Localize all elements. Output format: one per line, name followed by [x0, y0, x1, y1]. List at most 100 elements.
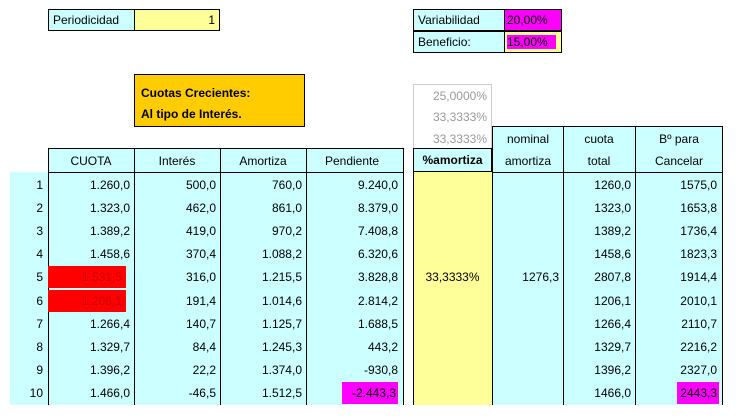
- header-pct-amortiza: %amortiza: [413, 148, 492, 172]
- cell-bp-cancelar[interactable]: 2216,2: [680, 339, 717, 354]
- cell-nominal[interactable]: [492, 313, 563, 335]
- cell-bp-cancelar[interactable]: 1914,4: [680, 270, 717, 285]
- cell-cuota[interactable]: 1.458,6: [89, 247, 130, 262]
- cell-nominal[interactable]: [492, 359, 563, 381]
- cell-cuota[interactable]: 1.323,0: [89, 201, 130, 216]
- cell-bp-cancelar[interactable]: 2327,0: [680, 362, 717, 377]
- cell-interes[interactable]: 500,0: [185, 178, 216, 192]
- cell-pendiente[interactable]: 443,2: [367, 339, 398, 354]
- header-nominal: nominal amortiza: [492, 128, 564, 172]
- cell-interes[interactable]: 370,4: [185, 247, 216, 262]
- cell-interes[interactable]: 462,0: [185, 201, 216, 216]
- cell-pct-amortiza[interactable]: [413, 336, 492, 358]
- cell-pct-amortiza[interactable]: [413, 382, 492, 404]
- cell-amortiza[interactable]: 970,2: [271, 224, 302, 239]
- cell-amortiza[interactable]: 1.014,6: [261, 293, 302, 308]
- row-number[interactable]: 8: [36, 339, 43, 354]
- cell-pendiente[interactable]: 8.379,0: [357, 201, 398, 216]
- cell-bp-cancelar[interactable]: 1653,8: [680, 201, 717, 216]
- cell-amortiza[interactable]: 1.245,3: [261, 339, 302, 354]
- row-number[interactable]: 6: [36, 293, 43, 308]
- cell-amortiza[interactable]: 1.512,5: [261, 385, 302, 400]
- cell-cuota[interactable]: 1.266,4: [89, 316, 130, 331]
- cell-bp-cancelar[interactable]: 2443,3: [677, 381, 719, 404]
- cell-bp-cancelar[interactable]: 2110,7: [681, 316, 717, 331]
- cell-cuota-total[interactable]: 1260,0: [594, 178, 631, 192]
- cell-bp-cancelar[interactable]: 1736,4: [680, 224, 717, 239]
- cell-pct-amortiza[interactable]: [413, 313, 492, 335]
- cell-pct-amortiza[interactable]: [413, 174, 492, 196]
- cell-pendiente[interactable]: 3.828,8: [357, 270, 398, 285]
- cell-cuota[interactable]: 1.466,0: [89, 385, 130, 400]
- cell-cuota[interactable]: 1.389,2: [89, 224, 130, 239]
- cell-nominal[interactable]: 1276,3: [522, 270, 559, 285]
- cell-pendiente[interactable]: -930,8: [363, 362, 398, 377]
- cell-pendiente[interactable]: -2.443,3: [342, 381, 398, 404]
- cell-bp-cancelar[interactable]: 2010,1: [680, 293, 717, 308]
- cell-nominal[interactable]: [492, 243, 563, 265]
- cell-bp-cancelar[interactable]: 1575,0: [680, 178, 717, 192]
- cell-interes[interactable]: 316,0: [185, 270, 216, 285]
- cell-pct-amortiza[interactable]: 33,3333%: [425, 270, 480, 285]
- cell-bp-cancelar[interactable]: 1823,3: [680, 247, 717, 262]
- row-number[interactable]: 4: [36, 247, 43, 262]
- cell-interes[interactable]: 140,7: [185, 316, 216, 331]
- cell-nominal[interactable]: [492, 174, 563, 196]
- cell-nominal[interactable]: [492, 336, 563, 358]
- cell-cuota[interactable]: 1.260,0: [89, 178, 130, 192]
- row-number[interactable]: 3: [36, 224, 43, 239]
- cell-cuota-total[interactable]: 1329,7: [594, 339, 631, 354]
- cell-pendiente[interactable]: 9.240,0: [357, 178, 398, 192]
- row-number[interactable]: 10: [29, 385, 43, 400]
- cell-amortiza[interactable]: 861,0: [271, 201, 302, 216]
- row-number[interactable]: 5: [36, 270, 43, 285]
- cell-pendiente[interactable]: 2.814,2: [357, 293, 398, 308]
- cell-interes[interactable]: 84,4: [192, 339, 216, 354]
- cell-cuota-total[interactable]: 1266,4: [594, 316, 631, 331]
- cell-pendiente[interactable]: 7.408,8: [357, 224, 398, 239]
- cell-nominal[interactable]: [492, 382, 563, 404]
- cell-cuota-total[interactable]: 1466,0: [594, 385, 631, 400]
- cell-pendiente[interactable]: 6.320,6: [357, 247, 398, 262]
- cell-pct-amortiza[interactable]: [413, 359, 492, 381]
- cell-cuota-total[interactable]: 1389,2: [594, 224, 631, 239]
- variabilidad-label: Variabilidad: [413, 9, 505, 31]
- cell-cuota-total[interactable]: 1396,2: [594, 362, 631, 377]
- cell-nominal[interactable]: [492, 220, 563, 242]
- cell-nominal[interactable]: [492, 197, 563, 219]
- cell-cuota-total[interactable]: 1323,0: [594, 201, 631, 216]
- cell-amortiza[interactable]: 1.215,5: [261, 270, 302, 285]
- periodicidad-label: Periodicidad: [48, 9, 135, 31]
- row-number[interactable]: 7: [36, 316, 43, 331]
- cell-interes[interactable]: -46,5: [188, 385, 216, 400]
- cell-interes[interactable]: 191,4: [185, 293, 216, 308]
- cell-cuota-total[interactable]: 2807,8: [594, 270, 631, 285]
- cell-cuota[interactable]: 1.329,7: [89, 339, 130, 354]
- row-number[interactable]: 1: [36, 178, 43, 192]
- cell-amortiza[interactable]: 1.088,2: [261, 247, 302, 262]
- cell-pendiente[interactable]: 1.688,5: [357, 316, 398, 331]
- cell-interes[interactable]: 419,0: [185, 224, 216, 239]
- grid-line: [563, 126, 564, 405]
- cell-cuota-total[interactable]: 1206,1: [594, 293, 631, 308]
- cell-interes[interactable]: 22,2: [192, 362, 216, 377]
- cell-cuota[interactable]: 1.531,5: [48, 266, 126, 289]
- cell-amortiza[interactable]: 1.125,7: [261, 316, 302, 331]
- row-number[interactable]: 9: [36, 362, 43, 377]
- cell-amortiza[interactable]: 1.374,0: [261, 362, 302, 377]
- cell-nominal[interactable]: [492, 290, 563, 312]
- cell-amortiza[interactable]: 760,0: [271, 178, 302, 192]
- cell-pct-amortiza[interactable]: [413, 197, 492, 219]
- cell-cuota[interactable]: 1.396,2: [89, 362, 130, 377]
- cell-pct-amortiza[interactable]: [413, 220, 492, 242]
- row-number[interactable]: 2: [36, 201, 43, 216]
- grid-line: [306, 148, 307, 405]
- cell-cuota-total[interactable]: 1458,6: [594, 247, 631, 262]
- beneficio-value[interactable]: 15,00%: [504, 31, 562, 53]
- variabilidad-value[interactable]: 20,00%: [504, 9, 562, 31]
- header-bp-line1: Bº para: [659, 132, 699, 146]
- cell-pct-amortiza[interactable]: [413, 290, 492, 312]
- cell-cuota[interactable]: 1.206,1: [48, 289, 126, 312]
- cell-pct-amortiza[interactable]: [413, 243, 492, 265]
- periodicidad-value[interactable]: 1: [134, 9, 220, 31]
